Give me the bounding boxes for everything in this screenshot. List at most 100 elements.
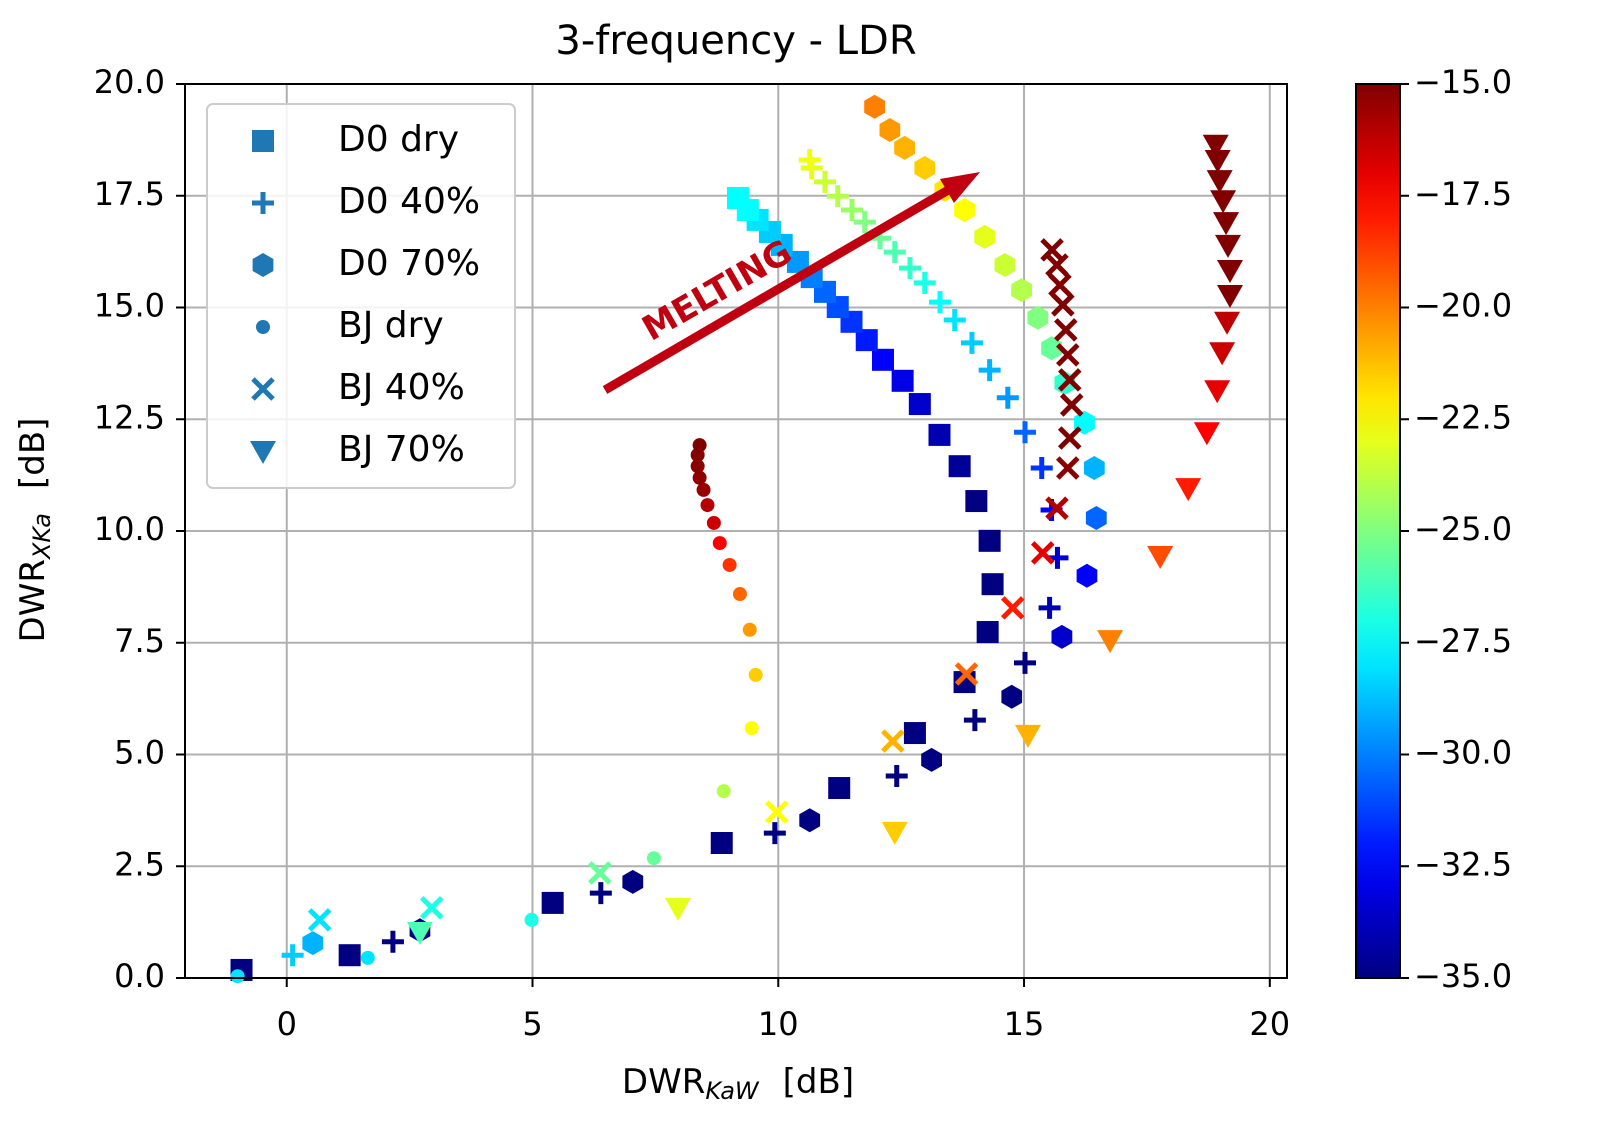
marker-triangle (1213, 212, 1240, 236)
marker-dot (230, 969, 245, 984)
marker-square (828, 777, 851, 800)
x-label-main: DWR (622, 1062, 705, 1102)
marker-square (948, 455, 971, 478)
marker-x (1030, 541, 1055, 565)
marker-dot (696, 482, 711, 497)
marker-hexagon (914, 156, 936, 180)
marker-triangle (1206, 170, 1233, 194)
marker-dot (646, 851, 661, 866)
marker-dot (716, 784, 731, 799)
marker-x (1048, 273, 1072, 297)
marker-hexagon (302, 931, 324, 956)
colorbar-tick-label: −17.5 (1414, 175, 1512, 213)
marker-plus (913, 271, 936, 294)
marker-x (1059, 393, 1084, 417)
marker-square (855, 329, 878, 352)
marker-triangle (250, 441, 276, 464)
marker-dot (732, 587, 747, 602)
x-axis-label: DWRKaW [dB] (622, 1062, 854, 1106)
plot-frame (184, 83, 1288, 979)
marker-square (976, 621, 999, 644)
marker-x (1057, 368, 1082, 392)
marker-hexagon (1051, 624, 1073, 649)
marker-square (871, 348, 894, 371)
legend-label: BJ 70% (338, 429, 465, 470)
colorbar-tick-label: −27.5 (1414, 622, 1512, 660)
marker-triangle (1216, 259, 1243, 283)
marker-hexagon (994, 253, 1016, 277)
marker-hexagon (1001, 684, 1023, 709)
marker-x (1000, 596, 1025, 620)
legend-label: D0 70% (338, 243, 480, 284)
marker-square (908, 393, 931, 416)
series (406, 134, 1243, 945)
marker-hexagon (1041, 336, 1062, 361)
marker-plus (899, 257, 921, 280)
marker-dot (256, 320, 270, 334)
legend-box (206, 103, 516, 489)
colorbar-tick-label: −30.0 (1414, 734, 1512, 772)
marker-plus (996, 386, 1019, 409)
y-tick-label: 0.0 (114, 957, 165, 995)
marker-x (1057, 426, 1082, 450)
marker-plus (841, 199, 863, 222)
series (302, 94, 1107, 956)
marker-plus (885, 764, 908, 787)
marker-dot (700, 498, 715, 513)
marker-x (1045, 253, 1069, 277)
colorbar-tick-label: −20.0 (1414, 287, 1512, 325)
marker-square (891, 369, 914, 392)
marker-square (338, 944, 361, 967)
marker-triangle (1175, 478, 1202, 502)
marker-dot (744, 721, 759, 736)
marker-plus (798, 148, 821, 171)
colorbar-tick-label: −22.5 (1414, 398, 1512, 436)
marker-x (954, 662, 979, 686)
marker-hexagon (954, 198, 975, 223)
legend-label: BJ 40% (338, 367, 465, 408)
marker-triangle (1216, 284, 1243, 308)
marker-plus (943, 309, 966, 332)
x-tick-label: 20 (1249, 1005, 1290, 1043)
marker-square (710, 832, 733, 855)
legend-label: D0 40% (338, 181, 480, 222)
marker-dot (690, 459, 705, 474)
marker-x (1054, 318, 1078, 342)
y-tick-label: 17.5 (94, 175, 165, 213)
marker-plus (1030, 456, 1053, 479)
marker-plus (252, 192, 274, 214)
marker-x (307, 908, 332, 932)
marker-hexagon (1083, 456, 1105, 480)
marker-triangle (1202, 134, 1229, 158)
marker-square (903, 722, 926, 745)
marker-plus (1038, 596, 1061, 619)
series (230, 438, 763, 984)
marker-triangle (1097, 630, 1124, 654)
marker-hexagon (799, 808, 821, 833)
marker-square (981, 573, 1004, 596)
legend: D0 dry D0 40% D0 70% BJ dry BJ 40% BJ 70% (206, 103, 516, 489)
marker-plus (1014, 651, 1037, 674)
legend-label: D0 dry (338, 119, 459, 160)
marker-triangle (1204, 380, 1231, 404)
marker-x (419, 896, 444, 920)
x-label-sub: KaW (705, 1077, 760, 1105)
marker-square (965, 490, 988, 513)
marker-square (541, 891, 564, 914)
marker-dot (712, 536, 727, 551)
marker-triangle (1204, 149, 1231, 173)
marker-plus (589, 882, 612, 905)
marker-dot (692, 470, 707, 485)
y-label-main: DWR (13, 559, 53, 642)
marker-x (765, 800, 789, 824)
x-label-unit: [dB] (783, 1062, 854, 1102)
marker-x (1045, 496, 1069, 520)
marker-plus (853, 211, 876, 234)
marker-hexagon (1011, 278, 1032, 303)
x-tick-label: 15 (1004, 1005, 1045, 1043)
marker-hexagon (921, 747, 942, 772)
marker-x (1040, 238, 1064, 262)
marker-dot (360, 950, 375, 965)
marker-dot (692, 438, 707, 453)
